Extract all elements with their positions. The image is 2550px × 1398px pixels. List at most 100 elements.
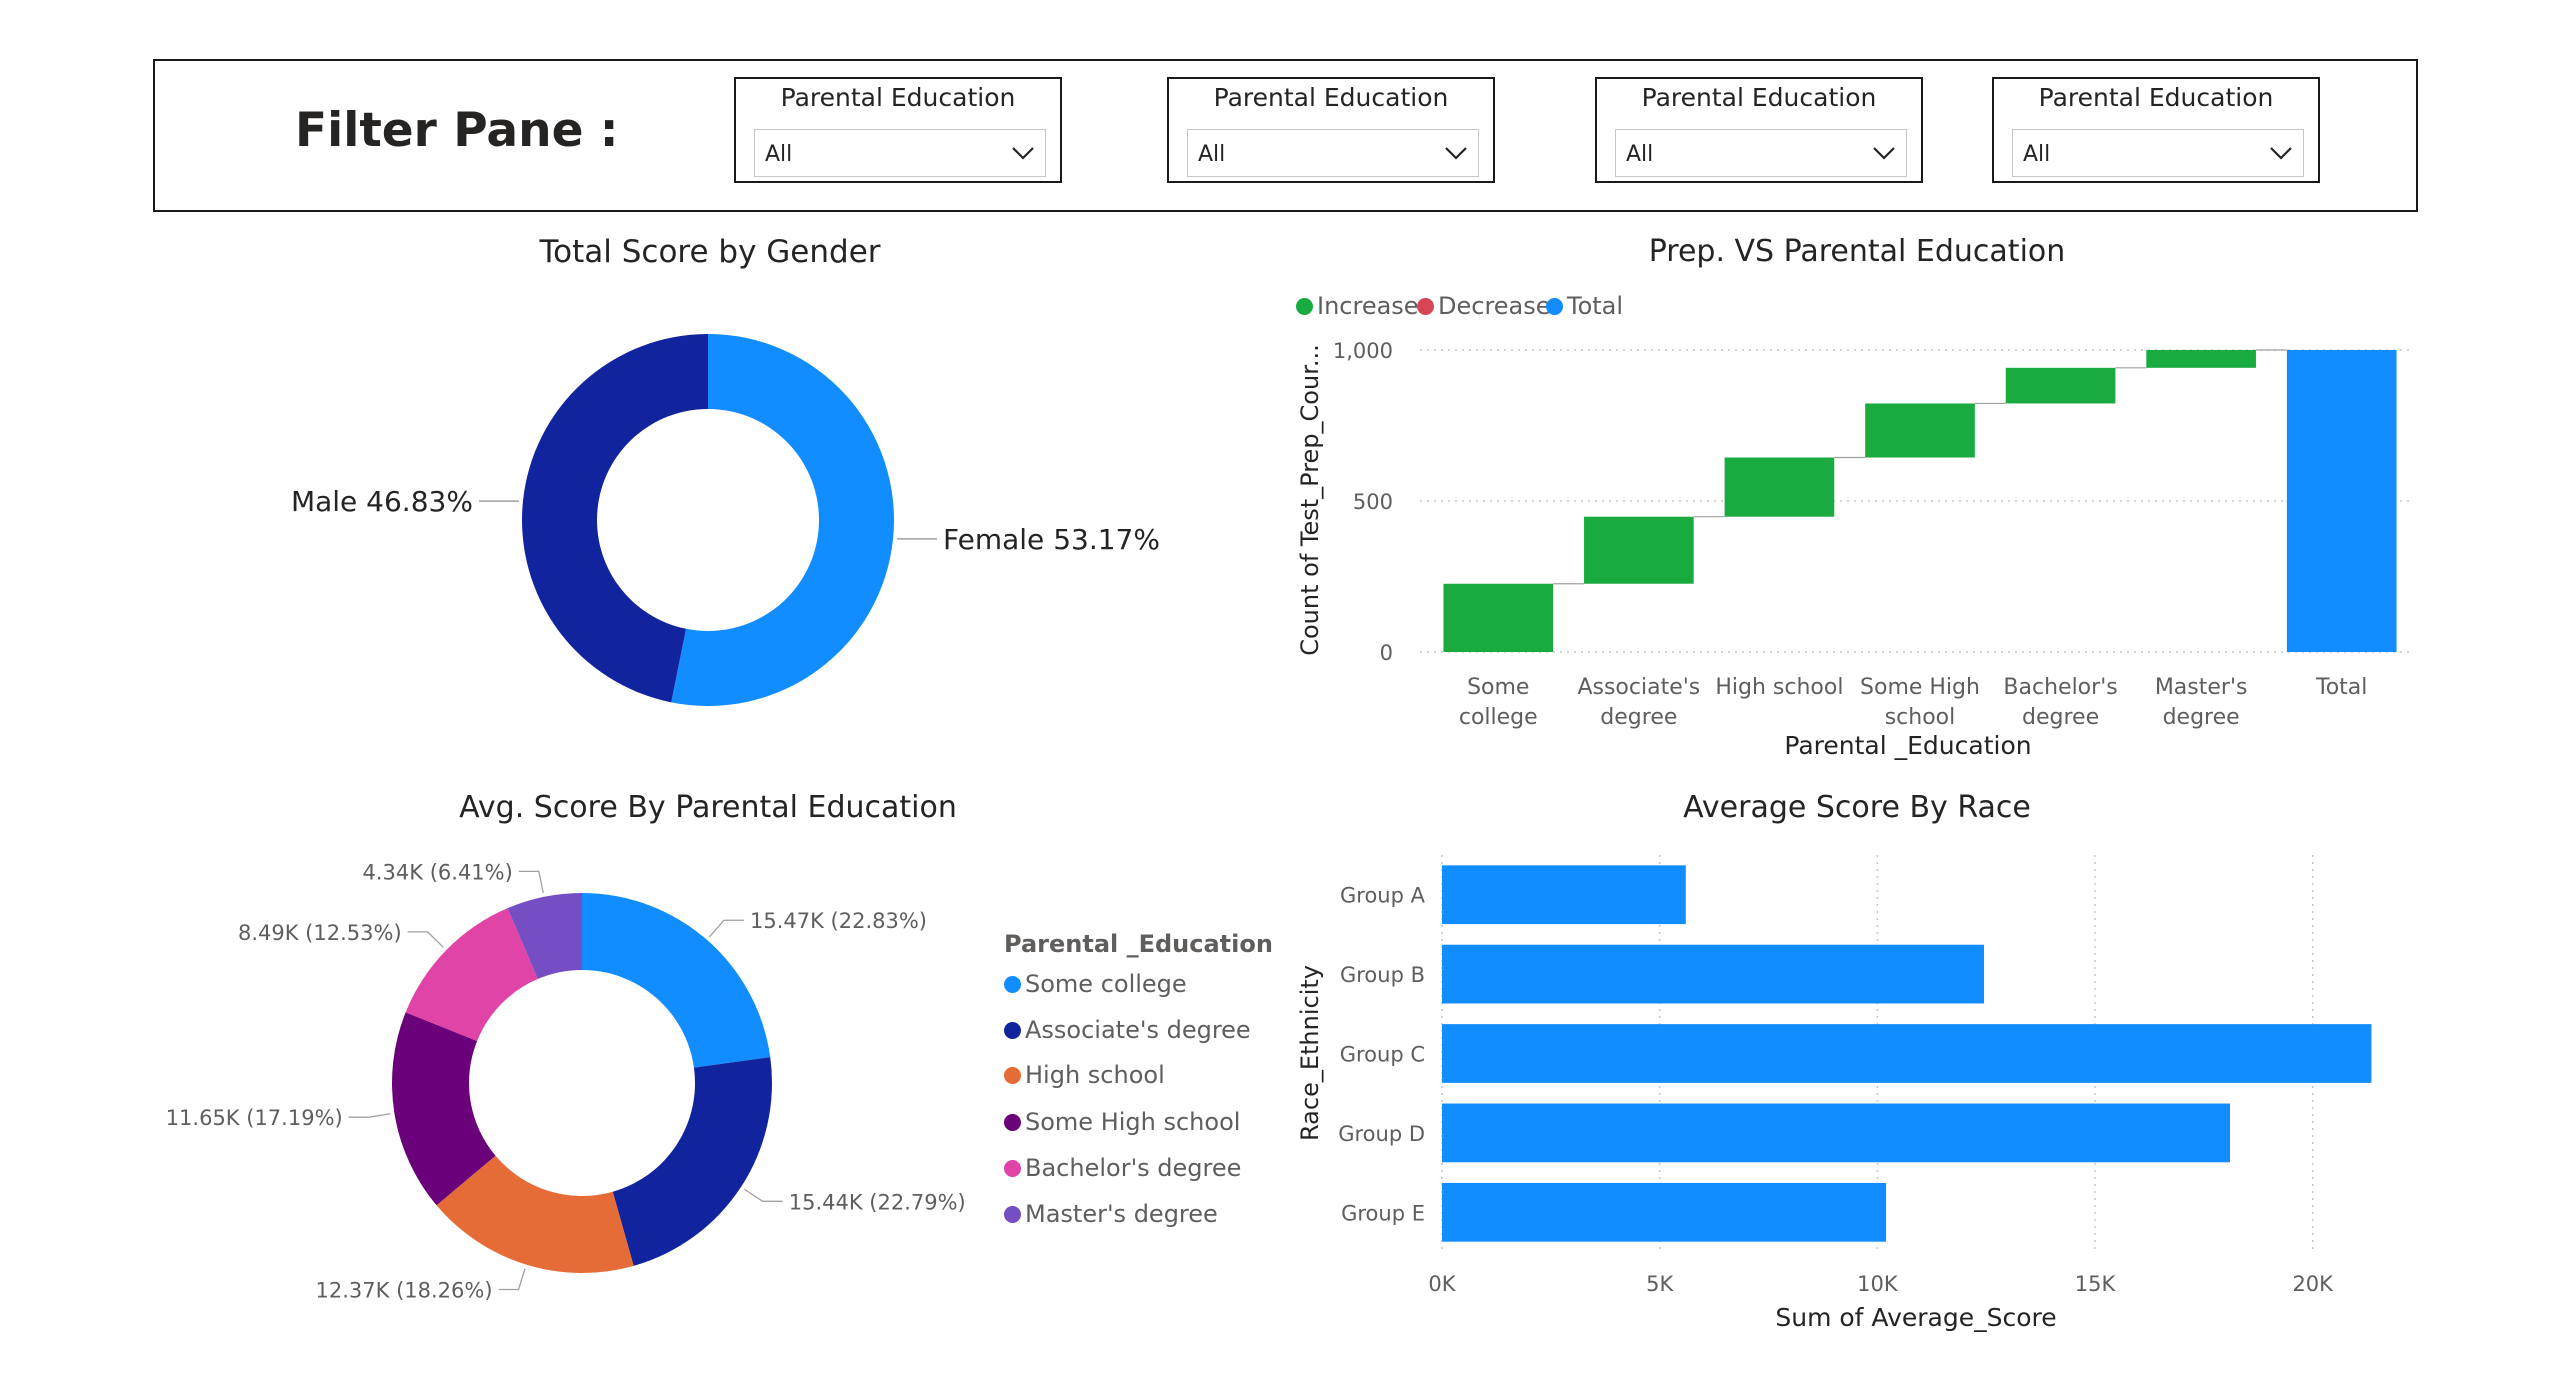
race-chart-title: Average Score By Race (1683, 790, 2031, 825)
leader-line (709, 919, 744, 938)
waterfall-x-tick: Master's (2155, 675, 2248, 700)
slicer-parental-education-3: Parental Education All (1595, 77, 1923, 183)
legend-dot-icon (1417, 298, 1434, 315)
slicer-label: Parental Education (780, 83, 1016, 112)
legend-dot-icon (1004, 1206, 1021, 1223)
legend-label: High school (1025, 1061, 1165, 1089)
legend-item-decrease[interactable]: Decrease (1417, 292, 1551, 320)
leader-line (498, 1268, 526, 1291)
chevron-down-icon[interactable] (1011, 141, 1035, 165)
parental-data-label: 15.47K (22.83%) (750, 909, 927, 933)
parental-slice (507, 893, 582, 980)
gender-slice-female (671, 334, 894, 706)
waterfall-y-tick: 0 (1380, 641, 1393, 665)
race-bar (1442, 865, 1686, 925)
race-y-tick: Group C (1340, 1043, 1425, 1067)
parental-data-label: 12.37K (18.26%) (316, 1278, 493, 1302)
leader-line (518, 870, 544, 894)
race-x-axis-title: Sum of Average_Score (1775, 1303, 2056, 1332)
race-y-axis-title: Race_Ethnicity (1296, 965, 1324, 1141)
slicer-dropdown[interactable]: All (2012, 129, 2304, 177)
parental-data-label: 4.34K (6.41%) (363, 860, 513, 884)
slicer-label: Parental Education (2038, 83, 2274, 112)
gender-data-label: Female 53.17% (943, 523, 1160, 556)
leader-line (407, 931, 444, 948)
waterfall-bar (2005, 367, 2116, 404)
slicer-selected-value: All (2023, 142, 2051, 167)
waterfall-x-tick: college (1459, 705, 1538, 730)
waterfall-x-tick: Some High (1860, 675, 1980, 700)
legend-item-masters-degree[interactable]: Master's degree (1004, 1200, 1218, 1228)
race-y-tick: Group D (1338, 1122, 1425, 1146)
legend-label: Total (1567, 292, 1624, 320)
legend-dot-icon (1296, 298, 1313, 315)
waterfall-y-axis-title: Count of Test_Prep_Cour... (1296, 344, 1324, 656)
legend-dot-icon (1004, 1022, 1021, 1039)
legend-label: Some college (1025, 970, 1187, 998)
waterfall-x-tick: Some (1467, 675, 1529, 700)
race-x-tick: 10K (1857, 1272, 1899, 1296)
slicer-dropdown[interactable]: All (1187, 129, 1479, 177)
race-bar (1442, 1182, 1887, 1242)
legend-dot-icon (1004, 1160, 1021, 1177)
legend-dot-icon (1004, 976, 1021, 993)
race-x-tick: 20K (2292, 1272, 2334, 1296)
slicer-dropdown[interactable]: All (1615, 129, 1907, 177)
legend-item-high-school[interactable]: High school (1004, 1061, 1165, 1089)
legend-label: Associate's degree (1025, 1016, 1251, 1044)
race-y-tick: Group E (1341, 1201, 1425, 1225)
gender-chart-title: Total Score by Gender (539, 234, 881, 270)
chevron-down-icon[interactable] (1444, 141, 1468, 165)
waterfall-y-tick: 1,000 (1333, 339, 1393, 363)
waterfall-bar (1443, 583, 1554, 652)
waterfall-x-tick: Associate's (1577, 675, 1700, 700)
waterfall-x-tick: High school (1715, 675, 1843, 700)
parental-slice (582, 893, 771, 1068)
waterfall-x-tick: school (1885, 705, 1956, 730)
waterfall-bar (1584, 516, 1694, 584)
waterfall-chart-title: Prep. VS Parental Education (1648, 234, 2066, 269)
race-bar (1442, 944, 1985, 1004)
waterfall-y-tick: 500 (1353, 490, 1393, 514)
parental-data-label: 8.49K (12.53%) (238, 921, 402, 945)
waterfall-x-tick: Total (2315, 675, 2367, 700)
waterfall-bar (2286, 350, 2397, 652)
legend-item-associates-degree[interactable]: Associate's degree (1004, 1016, 1251, 1044)
parental-data-label: 11.65K (17.19%) (166, 1106, 343, 1130)
leader-line (743, 1188, 783, 1202)
parental-data-label: 15.44K (22.79%) (789, 1190, 966, 1214)
legend-item-bachelors-degree[interactable]: Bachelor's degree (1004, 1154, 1241, 1182)
slicer-parental-education-1: Parental Education All (734, 77, 1062, 183)
waterfall-bar (1724, 457, 1835, 517)
race-x-tick: 15K (2075, 1272, 2117, 1296)
leader-line (348, 1113, 391, 1118)
legend-item-increase[interactable]: Increase (1296, 292, 1419, 320)
legend-item-total[interactable]: Total (1546, 292, 1623, 320)
legend-label: Bachelor's degree (1025, 1154, 1242, 1182)
legend-item-some-high-school[interactable]: Some High school (1004, 1108, 1240, 1136)
filter-pane-title: Filter Pane : (295, 103, 619, 158)
legend-item-some-college[interactable]: Some college (1004, 970, 1187, 998)
parental-chart-title: Avg. Score By Parental Education (459, 790, 957, 825)
parental-slice (405, 908, 538, 1041)
slicer-label: Parental Education (1641, 83, 1877, 112)
slicer-label: Parental Education (1213, 83, 1449, 112)
chevron-down-icon[interactable] (1872, 141, 1896, 165)
legend-label: Increase (1317, 292, 1419, 320)
waterfall-x-tick: Bachelor's (2003, 675, 2117, 700)
waterfall-x-tick: degree (1600, 705, 1677, 730)
slicer-dropdown[interactable]: All (754, 129, 1046, 177)
waterfall-bar (2146, 350, 2256, 368)
parental-slice (612, 1057, 772, 1266)
waterfall-x-tick: degree (2022, 705, 2099, 730)
race-x-tick: 0K (1428, 1272, 1456, 1296)
legend-dot-icon (1004, 1067, 1021, 1084)
chevron-down-icon[interactable] (2269, 141, 2293, 165)
parental-slice (391, 1012, 496, 1206)
race-x-tick: 5K (1646, 1272, 1674, 1296)
waterfall-x-axis-title: Parental _Education (1784, 731, 2031, 760)
race-bar (1442, 1024, 2372, 1083)
legend-dot-icon (1004, 1114, 1021, 1131)
parental-legend-title: Parental _Education (1004, 930, 1273, 958)
slicer-selected-value: All (765, 142, 793, 167)
